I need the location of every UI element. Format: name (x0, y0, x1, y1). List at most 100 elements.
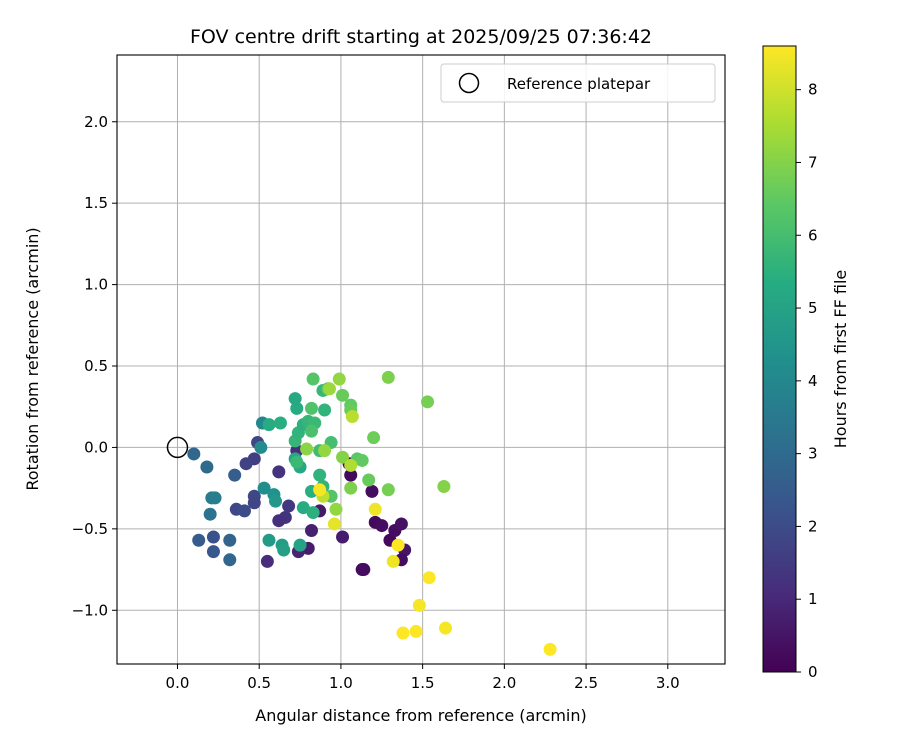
data-point (318, 444, 332, 458)
reference-marker (166, 436, 189, 459)
data-point (344, 468, 358, 482)
data-point (313, 483, 327, 497)
data-point (345, 409, 359, 423)
data-point (306, 372, 320, 386)
data-point (290, 401, 304, 415)
scatter-points (187, 370, 557, 656)
data-point (273, 416, 287, 430)
data-point (336, 388, 350, 402)
data-point (391, 538, 405, 552)
data-point (203, 507, 217, 521)
colorbar-tick-label: 6 (808, 226, 818, 244)
data-point (329, 502, 343, 516)
data-point (355, 453, 369, 467)
data-point (306, 506, 320, 520)
data-point (396, 626, 410, 640)
data-point (336, 450, 350, 464)
data-point (386, 554, 400, 568)
y-axis-ticks: −1.0 −0.5 0.0 0.5 1.0 1.5 2.0 (72, 113, 117, 619)
data-point (254, 440, 268, 454)
data-point (296, 501, 310, 515)
data-point (223, 553, 237, 567)
y-tick-label: −0.5 (72, 520, 108, 538)
data-point (304, 424, 318, 438)
y-tick-label: 1.5 (84, 194, 108, 212)
data-point (313, 468, 327, 482)
grid-lines (117, 55, 725, 664)
y-tick-label: 1.0 (84, 276, 108, 294)
colorbar-tick-label: 5 (808, 299, 818, 317)
x-tick-label: 3.0 (656, 674, 680, 692)
data-point (247, 496, 261, 510)
data-point (381, 370, 395, 384)
x-tick-label: 0.0 (166, 674, 190, 692)
data-point (293, 538, 307, 552)
data-point (439, 621, 453, 635)
colorbar-tick-label: 7 (808, 153, 818, 171)
data-point (332, 372, 346, 386)
colorbar-tick-label: 1 (808, 590, 818, 608)
x-tick-label: 2.5 (574, 674, 598, 692)
data-point (206, 530, 220, 544)
y-tick-label: 0.5 (84, 357, 108, 375)
data-point (367, 431, 381, 445)
y-tick-label: −1.0 (72, 601, 108, 619)
data-point (272, 465, 286, 479)
colorbar-tick-label: 2 (808, 517, 818, 535)
colorbar-tick-label: 8 (808, 81, 818, 99)
data-point (262, 533, 276, 547)
colorbar-tick-label: 0 (808, 663, 818, 681)
data-point (206, 545, 220, 559)
data-point (344, 458, 358, 472)
data-point (228, 468, 242, 482)
data-point (543, 642, 557, 656)
data-point (192, 533, 206, 547)
colorbar-label: Hours from first FF file (831, 270, 850, 449)
data-point (269, 494, 283, 508)
data-point (208, 491, 222, 505)
data-point (362, 473, 376, 487)
x-axis-label: Angular distance from reference (arcmin) (255, 706, 586, 725)
data-point (381, 483, 395, 497)
x-axis-ticks: 0.0 0.5 1.0 1.5 2.0 2.5 3.0 (166, 664, 680, 692)
data-point (412, 598, 426, 612)
data-point (200, 460, 214, 474)
colorbar-ticks: 0 1 2 3 4 5 6 7 8 (796, 81, 818, 681)
data-point (239, 457, 253, 471)
data-point (290, 455, 304, 469)
x-tick-label: 1.5 (411, 674, 435, 692)
x-tick-label: 1.0 (329, 674, 353, 692)
data-point (288, 392, 302, 406)
colorbar (762, 45, 797, 673)
chart-title: FOV centre drift starting at 2025/09/25 … (190, 26, 652, 48)
data-point (300, 442, 314, 456)
data-point (318, 403, 332, 417)
y-tick-label: 0.0 (84, 438, 108, 456)
data-point (237, 504, 251, 518)
legend-box (440, 63, 716, 103)
colorbar-tick-label: 3 (808, 445, 818, 463)
data-point (375, 519, 389, 533)
data-point (368, 502, 382, 516)
legend-entry-reference: Reference platepar (507, 75, 651, 93)
data-point (262, 418, 276, 432)
y-axis-label: Rotation from reference (arcmin) (23, 227, 42, 490)
data-point (344, 481, 358, 495)
data-point (365, 484, 379, 498)
data-point (437, 480, 451, 494)
data-point (282, 499, 296, 513)
data-point (394, 517, 408, 531)
data-point (257, 481, 271, 495)
data-point (357, 563, 371, 577)
data-point (304, 401, 318, 415)
data-point (223, 533, 237, 547)
x-tick-label: 2.0 (492, 674, 516, 692)
legend: Reference platepar (440, 63, 716, 103)
data-point (327, 517, 341, 531)
data-point (304, 523, 318, 537)
data-point (187, 447, 201, 461)
legend-reference-marker (458, 72, 480, 94)
data-point (260, 554, 274, 568)
data-point (409, 624, 423, 638)
